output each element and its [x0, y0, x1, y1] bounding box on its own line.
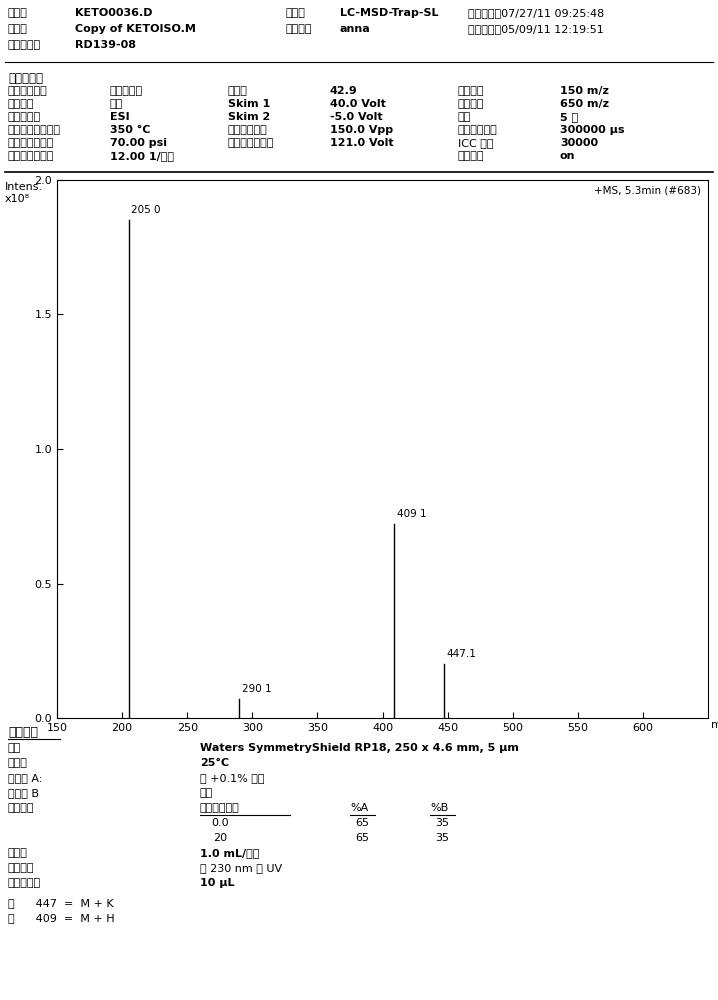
Text: 峰      447  =  M + K: 峰 447 = M + K — [8, 898, 113, 908]
Text: anna: anna — [340, 24, 370, 34]
Text: Skim 1: Skim 1 — [228, 99, 270, 109]
Text: 柱温：: 柱温： — [8, 758, 28, 768]
Text: 409 1: 409 1 — [397, 509, 426, 519]
Text: 121.0 Volt: 121.0 Volt — [330, 138, 393, 148]
Text: Skim 2: Skim 2 — [228, 112, 270, 122]
Text: 30000: 30000 — [560, 138, 598, 148]
Text: 操作员：: 操作员： — [285, 24, 312, 34]
Text: 40.0 Volt: 40.0 Volt — [330, 99, 386, 109]
Text: 色谱条件: 色谱条件 — [8, 726, 38, 739]
Text: 1.0 mL/分钟: 1.0 mL/分钟 — [200, 848, 259, 858]
Text: 5 谱: 5 谱 — [560, 112, 578, 122]
Text: ESI: ESI — [110, 112, 130, 122]
Text: 分析：: 分析： — [8, 8, 28, 18]
Text: 12.00 1/分钟: 12.00 1/分钟 — [110, 151, 174, 161]
Text: 干燥气（设定）: 干燥气（设定） — [8, 151, 55, 161]
Text: 仪器：: 仪器： — [285, 8, 305, 18]
Text: 流速：: 流速： — [8, 848, 28, 858]
Text: 电荷控制: 电荷控制 — [458, 151, 485, 161]
Text: 毛细管出口电压: 毛细管出口电压 — [228, 138, 274, 148]
Text: 42.9: 42.9 — [330, 86, 358, 96]
Text: 阳性: 阳性 — [110, 99, 123, 109]
Text: -5.0 Volt: -5.0 Volt — [330, 112, 383, 122]
Text: x10⁸: x10⁸ — [5, 194, 30, 204]
Text: %A: %A — [350, 803, 368, 813]
Text: 最大积累时间: 最大积累时间 — [458, 125, 498, 135]
Text: 350 °C: 350 °C — [110, 125, 151, 135]
Text: m/z: m/z — [711, 720, 718, 730]
Text: LC-MSD-Trap-SL: LC-MSD-Trap-SL — [340, 8, 439, 18]
Text: 35: 35 — [435, 833, 449, 843]
Text: 乙腈: 乙腈 — [200, 788, 213, 798]
Text: 65: 65 — [355, 818, 369, 828]
Text: 水 +0.1% 甲酸: 水 +0.1% 甲酸 — [200, 773, 264, 783]
Text: 流动相 A:: 流动相 A: — [8, 773, 42, 783]
Text: 650 m/z: 650 m/z — [560, 99, 609, 109]
Text: 150.0 Vpp: 150.0 Vpp — [330, 125, 393, 135]
Text: Copy of KETOISO.M: Copy of KETOISO.M — [75, 24, 196, 34]
Text: 10 μL: 10 μL — [200, 878, 235, 888]
Text: 扫描结束: 扫描结束 — [458, 99, 485, 109]
Text: 流动相 B: 流动相 B — [8, 788, 39, 798]
Text: Waters SymmetryShield RP18, 250 x 4.6 mm, 5 μm: Waters SymmetryShield RP18, 250 x 4.6 mm… — [200, 743, 519, 753]
Text: 柱：: 柱： — [8, 743, 22, 753]
Text: 得到日期：05/09/11 12:19:51: 得到日期：05/09/11 12:19:51 — [468, 24, 604, 34]
Text: 70.00 psi: 70.00 psi — [110, 138, 167, 148]
Text: 喷雾气（设定）: 喷雾气（设定） — [8, 138, 55, 148]
Text: 290 1: 290 1 — [242, 684, 271, 694]
Text: 检测器：: 检测器： — [8, 863, 34, 873]
Text: 0.0: 0.0 — [211, 818, 229, 828]
Text: 离子源类型: 离子源类型 — [8, 112, 41, 122]
Text: 20: 20 — [213, 833, 227, 843]
Text: 时间（分钟）: 时间（分钟） — [200, 803, 240, 813]
Text: KETO0036.D: KETO0036.D — [75, 8, 152, 18]
Text: 峰      409  =  M + H: 峰 409 = M + H — [8, 913, 115, 923]
Text: ICC 目标: ICC 目标 — [458, 138, 493, 148]
Text: 205 0: 205 0 — [131, 205, 161, 215]
Text: 等强度：: 等强度： — [8, 803, 34, 813]
Text: 65: 65 — [355, 833, 369, 843]
Text: 离子极性: 离子极性 — [8, 99, 34, 109]
Text: 25°C: 25°C — [200, 758, 229, 768]
Text: 标准／正常: 标准／正常 — [110, 86, 143, 96]
Text: Intens.: Intens. — [5, 182, 43, 192]
Text: 样品名称：: 样品名称： — [8, 40, 41, 50]
Text: 35: 35 — [435, 818, 449, 828]
Text: %B: %B — [430, 803, 448, 813]
Text: 质量范围模式: 质量范围模式 — [8, 86, 48, 96]
Text: 方法：: 方法： — [8, 24, 28, 34]
Text: on: on — [560, 151, 576, 161]
Text: 打印时间：07/27/11 09:25:48: 打印时间：07/27/11 09:25:48 — [468, 8, 605, 18]
Text: 八极射频振幅: 八极射频振幅 — [228, 125, 268, 135]
Text: 注射体积：: 注射体积： — [8, 878, 41, 888]
Text: RD139-08: RD139-08 — [75, 40, 136, 50]
Text: 平均: 平均 — [458, 112, 471, 122]
Text: 阱驱动: 阱驱动 — [228, 86, 248, 96]
Text: 扫描开始: 扫描开始 — [458, 86, 485, 96]
Text: 447.1: 447.1 — [447, 649, 476, 659]
Text: 300000 μs: 300000 μs — [560, 125, 625, 135]
Text: +MS, 5.3min (#683): +MS, 5.3min (#683) — [595, 185, 701, 195]
Text: 在 230 nm 的 UV: 在 230 nm 的 UV — [200, 863, 282, 873]
Text: 采集参数：: 采集参数： — [8, 72, 43, 85]
Text: 150 m/z: 150 m/z — [560, 86, 609, 96]
Text: 干燥温度（设定）: 干燥温度（设定） — [8, 125, 61, 135]
